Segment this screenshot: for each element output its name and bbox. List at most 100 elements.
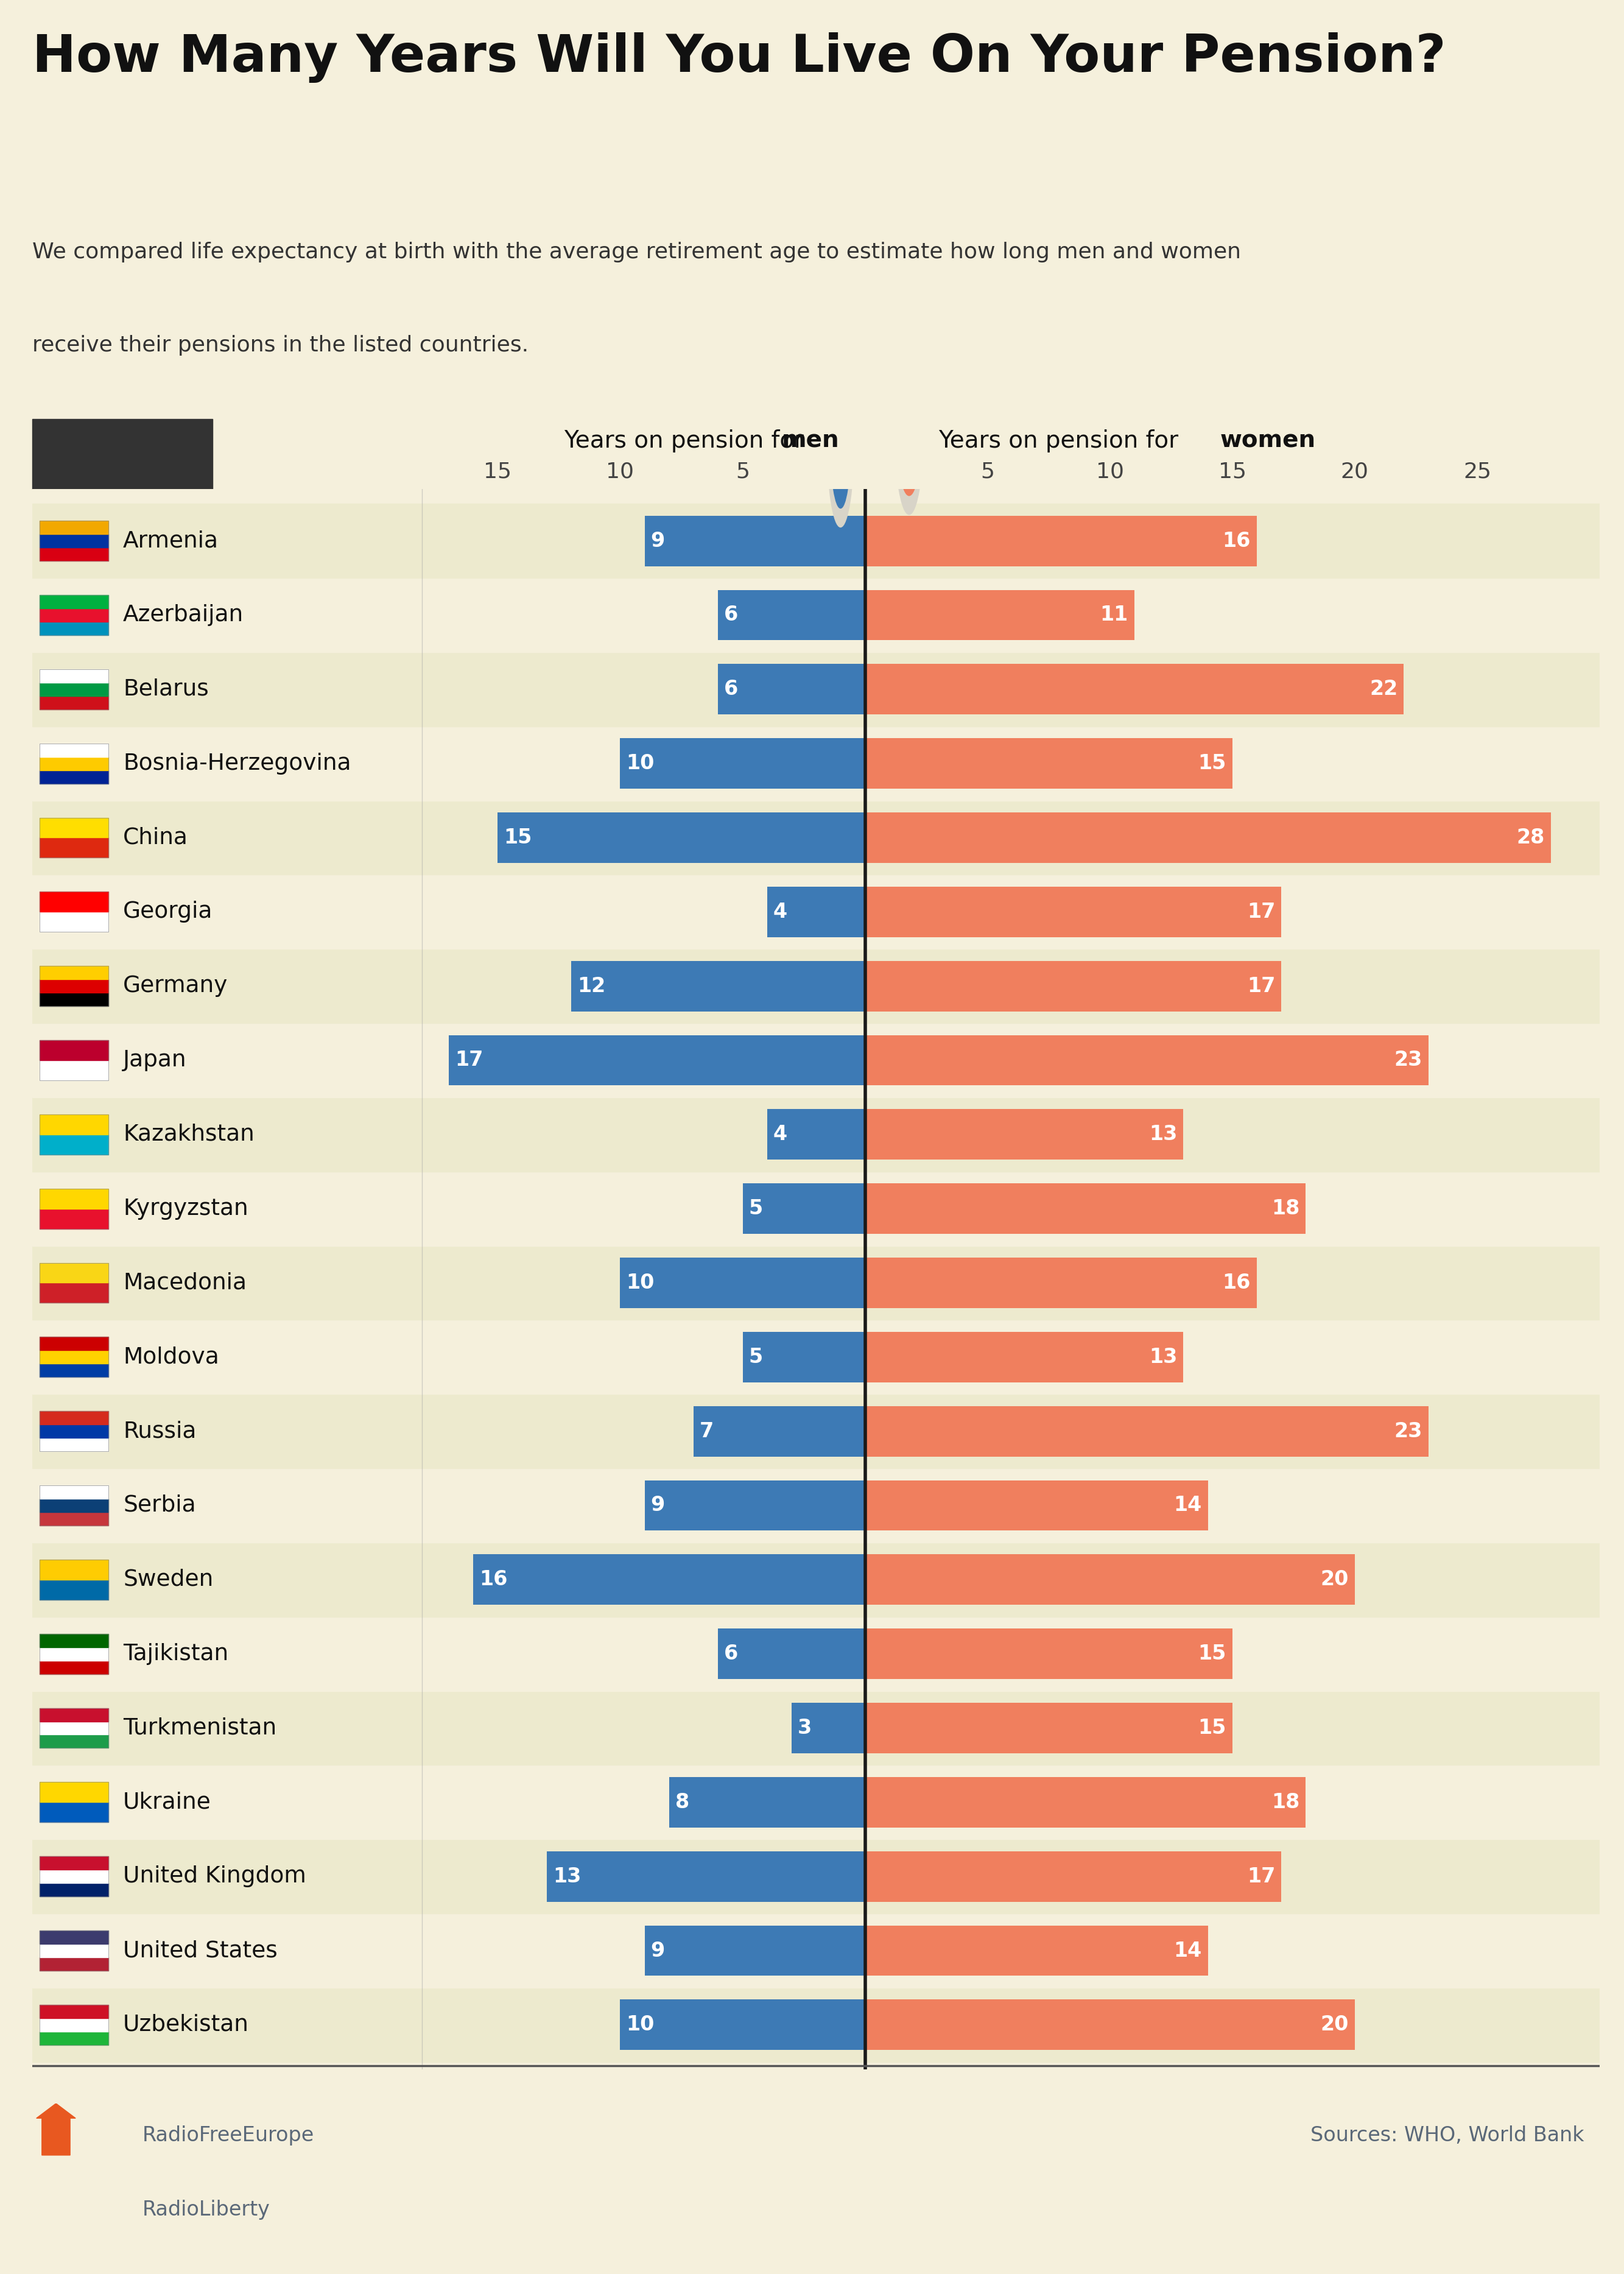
Bar bbox=[41, 1039, 109, 1080]
Bar bbox=[41, 1039, 109, 1060]
Bar bbox=[866, 962, 1281, 1012]
Bar bbox=[41, 1135, 109, 1155]
Bar bbox=[866, 589, 1135, 641]
Bar bbox=[866, 1480, 1208, 1530]
Text: 3: 3 bbox=[797, 1717, 812, 1737]
Bar bbox=[41, 521, 109, 534]
Bar bbox=[32, 1098, 1600, 1171]
Text: RadioLiberty: RadioLiberty bbox=[143, 2199, 270, 2219]
Bar bbox=[41, 1114, 109, 1155]
Bar bbox=[41, 1580, 109, 1599]
Text: Belarus: Belarus bbox=[123, 678, 209, 700]
Bar bbox=[866, 1628, 1233, 1678]
Bar bbox=[41, 1351, 109, 1364]
Text: Kazakhstan: Kazakhstan bbox=[123, 1123, 255, 1146]
Bar bbox=[41, 1424, 109, 1437]
Bar bbox=[32, 1469, 1600, 1542]
Bar bbox=[866, 1926, 1208, 1976]
Text: Uzbekistan: Uzbekistan bbox=[123, 2015, 248, 2035]
Circle shape bbox=[830, 339, 853, 407]
Bar bbox=[866, 1776, 1306, 1828]
Text: 15: 15 bbox=[503, 828, 533, 848]
Bar bbox=[41, 1708, 109, 1749]
Bar bbox=[718, 589, 866, 641]
Bar bbox=[41, 1931, 109, 1972]
Text: Ukraine: Ukraine bbox=[123, 1792, 211, 1812]
Bar bbox=[41, 966, 109, 980]
Bar bbox=[32, 1840, 1600, 1912]
Bar bbox=[41, 1189, 109, 1210]
Text: We compared life expectancy at birth with the average retirement age to estimate: We compared life expectancy at birth wit… bbox=[32, 241, 1241, 262]
Bar bbox=[767, 1110, 866, 1160]
Bar bbox=[767, 887, 866, 937]
Bar bbox=[41, 819, 109, 837]
Bar bbox=[41, 837, 109, 857]
Bar bbox=[866, 1405, 1427, 1455]
Ellipse shape bbox=[906, 389, 913, 418]
Text: 13: 13 bbox=[1150, 1123, 1177, 1144]
Bar bbox=[41, 1856, 109, 1869]
Bar bbox=[32, 800, 1600, 875]
Bar bbox=[41, 891, 109, 932]
Text: Tajikistan: Tajikistan bbox=[123, 1642, 229, 1665]
Bar bbox=[41, 1721, 109, 1735]
Bar bbox=[41, 757, 109, 771]
Text: 5: 5 bbox=[749, 1198, 763, 1219]
Text: 15: 15 bbox=[1199, 753, 1226, 773]
Bar bbox=[32, 1912, 1600, 1987]
Text: 9: 9 bbox=[651, 1496, 664, 1514]
Bar bbox=[32, 1171, 1600, 1246]
Text: 22: 22 bbox=[1369, 680, 1398, 700]
Text: 28: 28 bbox=[1517, 828, 1544, 848]
Circle shape bbox=[841, 371, 849, 400]
Bar bbox=[41, 1364, 109, 1378]
Bar bbox=[41, 2017, 109, 2031]
Bar bbox=[32, 1617, 1600, 1692]
Text: 13: 13 bbox=[1150, 1346, 1177, 1367]
Bar bbox=[32, 1692, 1600, 1765]
Text: United Kingdom: United Kingdom bbox=[123, 1865, 307, 1887]
Text: 16: 16 bbox=[1223, 530, 1250, 550]
Bar bbox=[41, 1783, 109, 1803]
Bar bbox=[41, 1560, 109, 1580]
Bar bbox=[41, 1783, 109, 1821]
Text: 14: 14 bbox=[1174, 1940, 1202, 1960]
Text: 11: 11 bbox=[1099, 605, 1129, 625]
Text: 16: 16 bbox=[479, 1569, 508, 1590]
Bar bbox=[32, 875, 1600, 948]
Text: Turkmenistan: Turkmenistan bbox=[123, 1717, 276, 1740]
Text: Armenia: Armenia bbox=[123, 530, 219, 553]
Ellipse shape bbox=[827, 350, 854, 528]
Bar bbox=[41, 1485, 109, 1526]
Text: 23: 23 bbox=[1393, 1051, 1423, 1071]
Bar bbox=[41, 966, 109, 1005]
Bar bbox=[41, 609, 109, 621]
Bar bbox=[866, 1110, 1184, 1160]
Text: 4: 4 bbox=[773, 1123, 788, 1144]
Bar bbox=[41, 1633, 109, 1674]
Bar bbox=[41, 1944, 109, 1958]
Bar bbox=[41, 1412, 109, 1424]
Bar bbox=[41, 534, 109, 548]
Text: China: China bbox=[123, 828, 188, 848]
Bar bbox=[41, 1958, 109, 1972]
Bar bbox=[791, 1703, 866, 1753]
Bar bbox=[866, 664, 1403, 714]
Text: 17: 17 bbox=[455, 1051, 482, 1071]
Text: 7: 7 bbox=[700, 1421, 715, 1442]
Text: 17: 17 bbox=[1247, 903, 1275, 921]
Bar bbox=[41, 1560, 109, 1599]
Bar bbox=[866, 1555, 1354, 1605]
Bar bbox=[645, 1480, 866, 1530]
Bar bbox=[32, 1246, 1600, 1319]
Bar bbox=[547, 1851, 866, 1901]
Bar bbox=[41, 696, 109, 709]
Bar bbox=[41, 1210, 109, 1228]
Text: 6: 6 bbox=[724, 680, 739, 700]
Bar bbox=[572, 962, 866, 1012]
Bar bbox=[32, 1765, 1600, 1840]
Text: RadioFreeEurope: RadioFreeEurope bbox=[143, 2126, 313, 2147]
Text: receive their pensions in the listed countries.: receive their pensions in the listed cou… bbox=[32, 334, 529, 355]
Bar bbox=[41, 548, 109, 562]
Bar bbox=[32, 1394, 1600, 1469]
